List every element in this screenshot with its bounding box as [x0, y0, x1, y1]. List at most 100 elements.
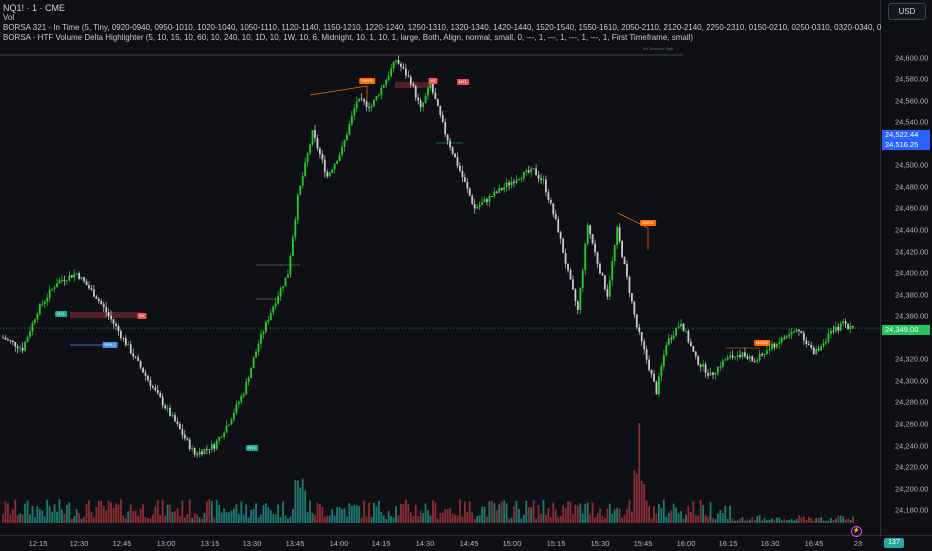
volume-bar — [564, 507, 567, 523]
candle-body — [53, 287, 56, 289]
candle-body — [726, 357, 729, 360]
session-break-icon[interactable]: ⚡ — [851, 526, 862, 537]
candle-body — [805, 340, 808, 345]
candle-body — [274, 303, 277, 307]
candle-body — [827, 333, 830, 342]
volume-bar — [559, 515, 562, 523]
candle-body — [245, 381, 248, 395]
candle-body — [613, 245, 616, 262]
volume-bar — [100, 501, 103, 523]
volume-bar — [608, 503, 611, 523]
volume-indicator-label[interactable]: Vol — [3, 13, 15, 22]
price-tick-label: 24,300.00 — [895, 376, 929, 386]
candle-body — [567, 263, 569, 271]
candle-body — [210, 444, 213, 450]
chart-legend: NQ1! · 1 · CME Vol BORSA 321 - In Time (… — [3, 3, 881, 43]
candle-body — [429, 83, 432, 89]
volume-bar — [122, 515, 125, 523]
candle-body — [2, 337, 4, 339]
candle-body — [16, 346, 19, 349]
candle-body — [586, 225, 589, 244]
candle-body — [761, 354, 764, 356]
volume-bar — [456, 515, 459, 523]
candle-body — [631, 293, 633, 302]
candle-body — [542, 179, 545, 181]
candlestick-chart[interactable] — [0, 0, 880, 535]
candle-body — [734, 356, 736, 358]
volume-bar — [775, 517, 778, 523]
candle-body — [839, 323, 842, 331]
price-tick-label: 24,600.00 — [895, 53, 929, 63]
annotation-tag: NWH2 — [754, 340, 770, 346]
volume-bar — [478, 515, 481, 523]
volume-bar — [537, 505, 540, 523]
candle-body — [365, 101, 368, 107]
volume-bar — [660, 508, 663, 523]
price-tick-label: 24,280.00 — [895, 397, 929, 407]
indicator-htf-volume-label[interactable]: BORSA - HTF Volume Delta Highlighter (5,… — [3, 33, 694, 42]
candle-body — [591, 234, 594, 244]
volume-bar — [837, 515, 840, 523]
candle-body — [459, 165, 461, 171]
volume-bar — [235, 504, 238, 523]
last-price-badge: 24,349.00 — [882, 325, 930, 335]
volume-bar — [707, 516, 709, 523]
candle-body — [348, 124, 351, 135]
candle-body — [358, 98, 361, 102]
candle-body — [198, 451, 201, 455]
candle-body — [449, 140, 452, 148]
candle-body — [183, 434, 186, 439]
candle-body — [508, 182, 510, 186]
volume-bar — [825, 520, 827, 523]
volume-bar — [213, 517, 216, 523]
candle-body — [70, 275, 73, 278]
volume-bar — [744, 520, 746, 523]
candle-body — [159, 392, 162, 398]
volume-bar — [726, 518, 729, 523]
candle-body — [601, 273, 604, 276]
candle-body — [594, 243, 596, 253]
volume-bar — [19, 513, 22, 523]
volume-bar — [365, 516, 368, 523]
volume-bar — [704, 515, 707, 523]
candle-body — [203, 449, 206, 455]
price-tick-label: 24,260.00 — [895, 419, 929, 429]
volume-bar — [269, 510, 272, 523]
volume-bar — [810, 518, 813, 523]
volume-bar — [471, 512, 474, 523]
time-tick-label: 14:15 — [371, 539, 391, 548]
volume-bar — [402, 504, 405, 523]
volume-bar — [432, 500, 434, 523]
volume-bar — [672, 503, 675, 523]
candle-body — [296, 194, 299, 220]
volume-bar — [665, 516, 668, 523]
chart-area[interactable] — [0, 0, 880, 535]
candle-body — [724, 359, 727, 361]
candle-body — [287, 274, 289, 278]
candle-body — [397, 60, 400, 64]
annotation-tag: VWH1 — [359, 78, 375, 84]
candle-body — [468, 188, 471, 196]
volume-bar — [21, 514, 24, 523]
candle-body — [739, 355, 741, 358]
candle-body — [572, 279, 574, 290]
symbol-title[interactable]: NQ1! · 1 · CME — [3, 3, 66, 13]
volume-bar — [667, 512, 670, 523]
volume-bar — [606, 508, 609, 523]
candle-body — [299, 185, 302, 195]
candle-body — [672, 335, 675, 339]
volume-bar — [422, 513, 424, 523]
candle-body — [756, 360, 759, 362]
candle-body — [144, 372, 147, 376]
price-axis[interactable]: 24,600.00 24,580.00 24,560.00 24,540.00 24,5… — [880, 0, 932, 535]
volume-bar — [517, 508, 520, 523]
volume-bar — [274, 514, 277, 523]
time-axis[interactable]: 12:15 12:30 12:45 13:00 13:15 13:30 13:45 14:00… — [0, 535, 932, 551]
candle-body — [790, 332, 793, 335]
currency-button[interactable]: USD — [888, 3, 926, 20]
annotation-tag: NWH1 — [640, 220, 656, 226]
indicator-borsa-321-label[interactable]: BORSA 321 - In Time (5, Tiny, 0920-0940,… — [3, 23, 882, 32]
candle-body — [314, 130, 316, 139]
candle-body — [675, 328, 678, 336]
volume-bar — [645, 500, 648, 523]
